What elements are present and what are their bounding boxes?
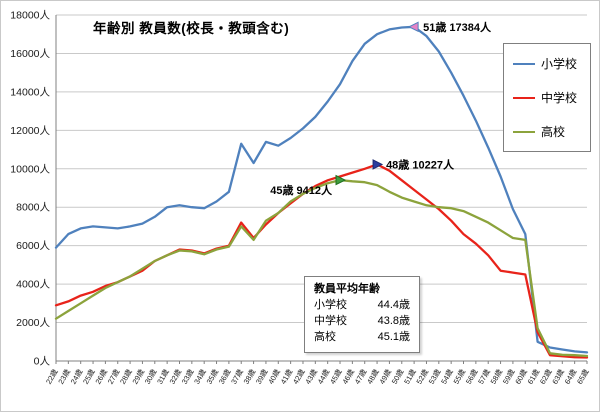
- legend-item-junior-high: 中学校: [513, 89, 581, 106]
- legend: 小学校 中学校 高校: [503, 43, 591, 152]
- line-sample-icon: [513, 62, 535, 65]
- average-age-value: 45.1歳: [377, 330, 410, 343]
- average-age-row: 高校 45.1歳: [314, 330, 410, 346]
- svg-text:14000人: 14000人: [10, 86, 50, 98]
- legend-item-elementary: 小学校: [513, 55, 581, 72]
- svg-text:65歳: 65歳: [574, 367, 591, 386]
- school-type-label: 小学校: [314, 298, 347, 311]
- school-type-label: 中学校: [314, 314, 347, 327]
- svg-text:51歳 17384人: 51歳 17384人: [423, 20, 492, 34]
- legend-label: 中学校: [541, 91, 578, 105]
- average-age-box: 教員平均年齢 小学校 44.4歳 中学校 43.8歳 高校 45.1歳: [304, 276, 420, 353]
- average-age-value: 43.8歳: [377, 314, 410, 327]
- school-type-label: 高校: [314, 330, 336, 343]
- average-age-row: 中学校 43.8歳: [314, 314, 410, 330]
- legend-item-high-school: 高校: [513, 123, 581, 140]
- svg-text:12000人: 12000人: [10, 125, 50, 137]
- svg-text:18000人: 18000人: [10, 10, 50, 22]
- svg-text:10000人: 10000人: [10, 163, 50, 175]
- svg-text:6000人: 6000人: [16, 240, 50, 252]
- svg-text:4000人: 4000人: [16, 279, 50, 291]
- legend-label: 小学校: [541, 57, 578, 71]
- average-age-box-title: 教員平均年齢: [314, 283, 380, 295]
- svg-text:8000人: 8000人: [16, 202, 50, 214]
- average-age-value: 44.4歳: [377, 298, 410, 311]
- chart-title: 年齢別 教員数(校長・教頭含む): [93, 21, 290, 36]
- svg-text:45歳 9412人: 45歳 9412人: [270, 183, 333, 197]
- svg-text:0人: 0人: [34, 356, 51, 368]
- legend-label: 高校: [541, 125, 566, 139]
- svg-text:48歳 10227人: 48歳 10227人: [386, 157, 455, 171]
- line-sample-icon: [513, 96, 535, 99]
- svg-text:16000人: 16000人: [10, 48, 50, 60]
- average-age-row: 小学校 44.4歳: [314, 298, 410, 314]
- line-sample-icon: [513, 130, 535, 133]
- svg-text:2000人: 2000人: [16, 317, 50, 329]
